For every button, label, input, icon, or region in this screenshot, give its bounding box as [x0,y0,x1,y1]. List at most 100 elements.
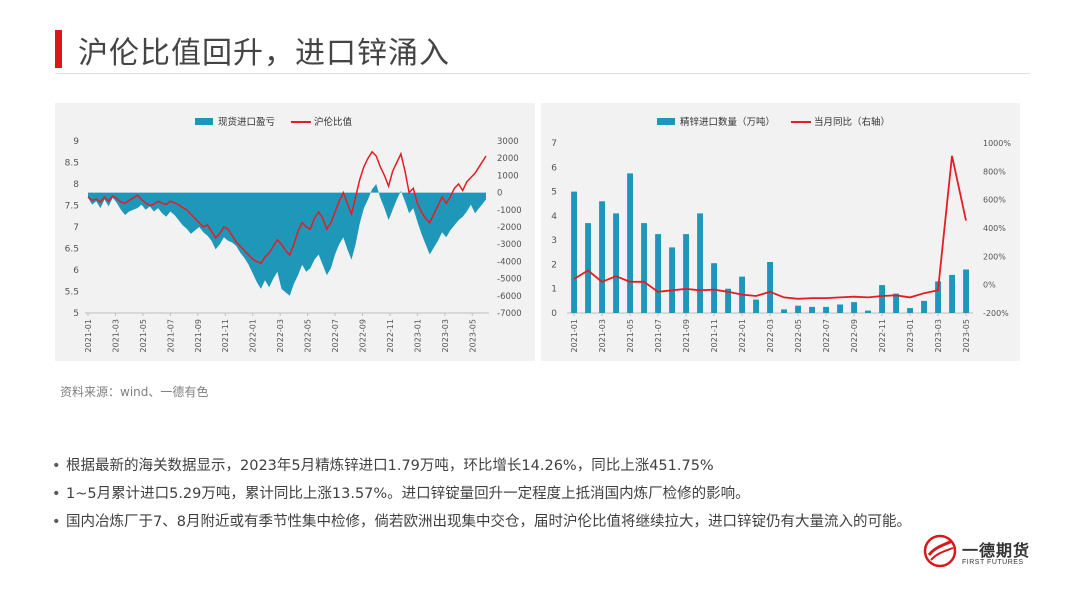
bar-import-volume [669,247,675,313]
logo-mark-icon [923,534,957,568]
x-tick-label: 2023-05 [468,319,477,352]
bar-import-volume [921,300,927,313]
logo-text-en: FIRST FUTURES [962,559,1024,566]
bullet-symbol: • [52,458,61,474]
x-tick-label: 2021-05 [139,319,148,352]
bar-import-volume [571,191,577,313]
y-right-tick-label: 600% [983,196,1006,205]
y-left-tick-label: 1 [551,285,557,295]
x-tick-label: 2023-03 [934,319,943,352]
chart-import-volume: 精锌进口数量（万吨） 当月同比（右轴） 0 1 2 3 4 5 6 7 -200% 0% 200% 400… [541,103,1020,361]
x-tick-label: 2022-07 [822,319,831,352]
y-left-tick-label: 8.5 [65,159,79,169]
y-right-tick-label: -2000 [497,223,522,233]
chart-left-svg: 现货进口盈亏 沪伦比值 5 5.5 6 6.5 7 7.5 8 8.5 9 -7000 -6000 -50… [65,116,522,352]
x-tick-label: 2022-11 [386,319,395,352]
legend-label: 沪伦比值 [314,116,353,128]
y-left-tick-label: 5 [73,309,79,319]
y-left-tick-label: 6.5 [65,245,79,255]
x-tick-label: 2021-07 [654,319,663,352]
legend-label: 现货进口盈亏 [218,116,275,128]
y-left-tick-label: 0 [551,309,557,319]
x-tick-label: 2021-03 [598,319,607,352]
x-tick-label: 2022-01 [249,319,258,352]
bar-import-volume [823,306,829,313]
bullet-item: • 根据最新的海关数据显示，2023年5月精炼锌进口1.79万吨，环比增长14.2… [52,452,992,480]
chart-import-profit-ratio: 现货进口盈亏 沪伦比值 5 5.5 6 6.5 7 7.5 8 8.5 9 -7000 -6000 -50… [55,103,535,361]
bar-import-volume [697,213,703,313]
bar-import-volume [963,269,969,313]
bar-import-volume [907,308,913,313]
y-right-tick-label: 800% [983,167,1006,176]
bar-import-volume [725,288,731,313]
page-title: 沪伦比值回升，进口锌涌入 [78,36,450,71]
bar-import-volume [753,299,759,313]
title-accent-bar [55,30,62,68]
bullet-item: • 国内冶炼厂于7、8月附近或有季节性集中检修，倘若欧洲出现集中交仓，届时沪伦比值… [52,508,992,536]
x-tick-label: 2021-01 [84,319,93,352]
y-right-tick-label: 1000% [983,139,1011,148]
bar-import-volume [641,223,647,313]
y-right-tick-label: -3000 [497,240,522,250]
y-right-tick-label: -7000 [497,309,522,319]
bar-import-volume [935,281,941,313]
x-tick-label: 2021-11 [710,319,719,352]
bar-import-volume [851,302,857,313]
bullet-text: 1~5月累计进口5.29万吨，累计同比上涨13.57%。进口锌锭量回升一定程度上… [66,486,750,502]
bar-import-volume [879,285,885,313]
y-left-tick-label: 9 [73,137,79,147]
bar-import-volume [627,173,633,313]
y-right-tick-label: -1000 [497,206,522,216]
chart-right-svg: 精锌进口数量（万吨） 当月同比（右轴） 0 1 2 3 4 5 6 7 -200% 0% 200% 400… [551,116,1011,352]
y-left-tick-label: 4 [551,212,557,222]
x-tick-label: 2021-05 [626,319,635,352]
y-right-tick-label: -200% [983,309,1009,318]
x-tick-label: 2022-03 [276,319,285,352]
y-right-tick-label: 2000 [497,154,519,164]
bar-import-volume [893,293,899,313]
legend-label: 当月同比（右轴） [814,116,890,128]
y-right-tick-label: -6000 [497,292,522,302]
x-tick-label: 2023-05 [962,319,971,352]
y-left-tick-label: 5 [551,188,557,198]
x-tick-label: 2023-01 [413,319,422,352]
y-left-tick-label: 8 [73,180,79,190]
y-left-tick-label: 6 [551,163,557,173]
y-left-tick-label: 7 [73,223,79,233]
x-tick-label: 2022-01 [738,319,747,352]
bar-import-volume [655,234,661,313]
y-right-tick-label: 0 [497,189,502,199]
series-area-import-profit [88,184,486,296]
x-tick-label: 2021-09 [682,319,691,352]
bar-import-volume [809,306,815,313]
y-right-tick-label: 0% [983,281,996,290]
y-right-tick-label: 400% [983,224,1006,233]
y-right-tick-label: -4000 [497,257,522,267]
y-right-tick-label: 1000 [497,171,519,181]
company-logo: 一德期货 FIRST FUTURES [922,533,1032,573]
y-right-tick-label: 3000 [497,137,519,147]
x-tick-label: 2022-11 [878,319,887,352]
bar-import-volume [781,309,787,313]
y-left-tick-label: 7 [551,139,557,149]
y-left-tick-label: 7.5 [65,202,79,212]
x-tick-label: 2021-03 [111,319,120,352]
x-tick-label: 2023-01 [906,319,915,352]
x-tick-label: 2021-11 [221,319,230,352]
bar-import-volume [837,304,843,313]
legend-label: 精锌进口数量（万吨） [680,116,775,128]
bar-import-volume [795,305,801,313]
y-left-tick-label: 5.5 [65,288,79,298]
legend-swatch-bar [195,118,213,125]
x-tick-label: 2023-03 [441,319,450,352]
x-tick-label: 2022-09 [850,319,859,352]
x-tick-label: 2021-09 [194,319,203,352]
x-tick-label: 2022-05 [794,319,803,352]
series-line-yoy [573,155,967,300]
x-tick-label: 2022-09 [358,319,367,352]
bar-import-volume [949,274,955,313]
bullet-text: 根据最新的海关数据显示，2023年5月精炼锌进口1.79万吨，环比增长14.26… [66,458,714,474]
bullet-symbol: • [52,514,61,530]
x-tick-label: 2022-07 [331,319,340,352]
x-tick-label: 2021-01 [570,319,579,352]
